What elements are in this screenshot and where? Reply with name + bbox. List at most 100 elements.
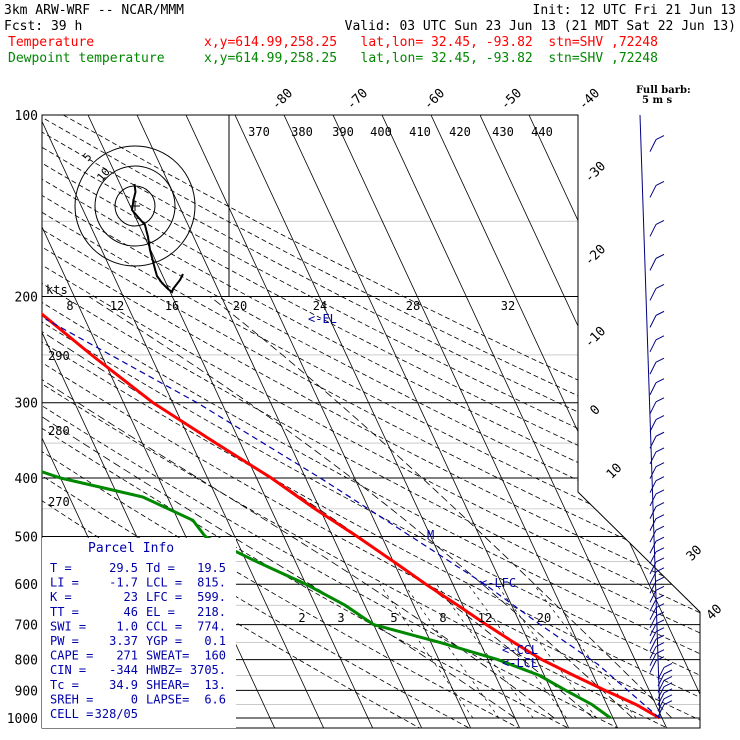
wind-barb — [649, 361, 657, 375]
parcel-value: 815. — [197, 576, 226, 590]
parcel-key: CELL = — [50, 707, 93, 721]
parcel-key: TT = — [50, 605, 79, 619]
parcel-key: SWI = — [50, 619, 86, 633]
parcel-value: -1.7 — [109, 576, 138, 590]
wind-barb — [655, 656, 665, 662]
wind-barb — [655, 476, 665, 482]
wind-barb — [655, 594, 665, 600]
parcel-annotation: <-LFC — [480, 576, 516, 590]
wind-barb — [655, 180, 665, 186]
isotherm — [234, 115, 522, 728]
isotherm-label: -50 — [498, 86, 525, 113]
wind-barb — [663, 688, 673, 694]
parcel-value: 271 — [116, 649, 138, 663]
wind-barb — [649, 451, 657, 465]
init-time: Init: 12 UTC Fri 21 Jun 13 — [533, 3, 737, 18]
hodograph-ring-label: 5 — [80, 150, 94, 163]
wind-barb — [649, 401, 657, 415]
wind-barb — [655, 603, 665, 609]
wind-barb — [649, 631, 657, 644]
pressure-label: 400 — [15, 472, 38, 487]
parcel-key: Tc = — [50, 678, 79, 692]
parcel-key: LCL = — [146, 576, 182, 590]
wind-barb — [655, 536, 665, 542]
wind-barb — [655, 585, 665, 591]
parcel-value: 1.0 — [116, 619, 138, 633]
wind-barb — [655, 649, 665, 655]
parcel-value: 160 — [204, 649, 226, 663]
dry-adiabat — [42, 115, 700, 728]
isotherm-label: -20 — [582, 242, 609, 269]
wind-barb — [649, 623, 657, 637]
wind-barb — [649, 480, 657, 493]
isotherm-label: 10 — [604, 461, 626, 483]
wind-barb — [655, 462, 665, 468]
wind-barb — [663, 700, 673, 706]
dewpoint-location: x,y=614.99,258.25 lat,lon= 32.45, -93.82… — [204, 51, 658, 66]
wind-barb — [655, 357, 665, 363]
wind-barb — [663, 675, 673, 681]
wind-barb — [649, 185, 657, 198]
parcel-value: 328/05 — [95, 707, 138, 721]
wind-kts-tick: 24 — [313, 299, 327, 313]
pressure-label: 900 — [15, 684, 38, 699]
parcel-value: 218. — [197, 605, 226, 619]
parcel-key: YGP = — [146, 634, 182, 648]
parcel-value: 3705. — [190, 663, 226, 677]
parcel-key: PW = — [50, 634, 79, 648]
wind-barb — [649, 339, 657, 353]
dry-adiabat — [63, 115, 700, 728]
parcel-key: SHEAR= — [146, 678, 189, 692]
isotherm — [136, 115, 424, 728]
wind-barb — [655, 514, 665, 520]
isotherm — [479, 115, 700, 728]
wind-barb — [649, 590, 657, 603]
dry-adiabat — [42, 115, 700, 728]
moist-adiabat — [42, 321, 555, 719]
dry-adiabat — [42, 115, 700, 728]
temperature-legend: Temperature — [8, 35, 94, 50]
wind-barb — [655, 525, 665, 531]
wind-barb — [655, 253, 665, 259]
wind-barb — [663, 662, 673, 668]
parcel-key: EL = — [146, 605, 175, 619]
wind-barb — [655, 397, 665, 403]
pressure-label: 800 — [15, 654, 38, 669]
isotherm — [381, 115, 669, 728]
parcel-key: CIN = — [50, 663, 86, 677]
hodograph-ring — [74, 145, 196, 267]
theta-label: 400 — [370, 125, 392, 139]
wind-barb — [649, 139, 657, 152]
wind-staff — [639, 114, 661, 719]
isotherm-label: -60 — [421, 86, 448, 113]
wind-barb — [649, 653, 657, 666]
mixing-ratio-line — [467, 583, 567, 719]
wind-barb — [649, 419, 657, 432]
dry-adiabat — [42, 115, 700, 728]
parcel-key: LAPSE= — [146, 692, 189, 706]
mixing-ratio-label: 3 — [337, 611, 344, 625]
wind-barb — [649, 224, 657, 237]
parcel-value: 23 — [124, 590, 138, 604]
wind-barb — [655, 447, 665, 453]
wind-barb — [649, 639, 657, 652]
model-title: 3km ARW-WRF -- NCAR/MMM — [4, 3, 184, 18]
parcel-title: Parcel Info — [88, 541, 174, 556]
hodograph: 510 — [74, 145, 196, 294]
wind-barb — [655, 431, 665, 437]
mixing-ratio-label: 5 — [390, 611, 397, 625]
dry-adiabat — [42, 115, 700, 728]
temperature-location: x,y=614.99,258.25 lat,lon= 32.45, -93.82… — [204, 35, 658, 50]
parcel-value: 599. — [197, 590, 226, 604]
wind-kts-tick: 20 — [233, 299, 247, 313]
isotherm-label: 30 — [684, 543, 706, 565]
parcel-key: Td = — [146, 561, 175, 575]
hodograph-ring-label: 10 — [94, 165, 112, 184]
dry-adiabat — [42, 115, 674, 728]
parcel-key: T = — [50, 561, 72, 575]
isotherm — [283, 115, 571, 728]
isotherm-label: -30 — [582, 159, 609, 186]
wind-kts-tick: 12 — [110, 299, 124, 313]
theta-label: 280 — [48, 424, 70, 438]
isotherm-label: -40 — [576, 86, 603, 113]
